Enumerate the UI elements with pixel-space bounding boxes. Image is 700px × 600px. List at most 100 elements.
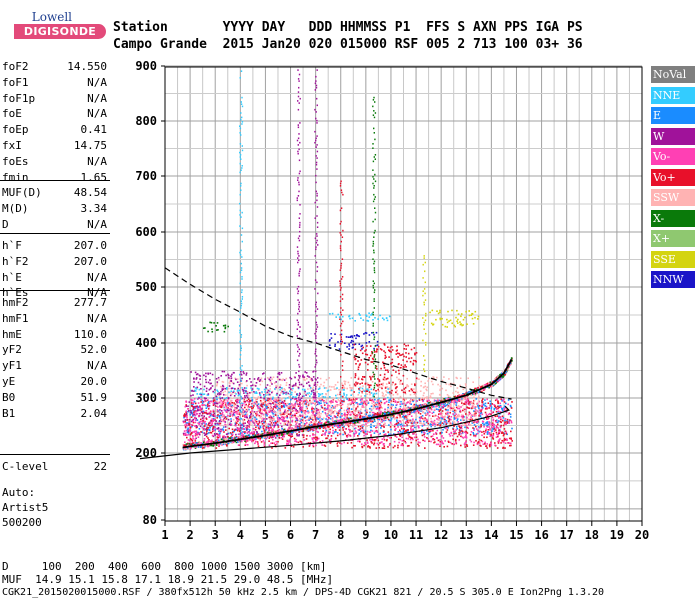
echo-point xyxy=(388,399,390,401)
echo-point xyxy=(511,427,513,430)
echo-point xyxy=(312,444,314,447)
echo-point xyxy=(506,433,508,436)
echo-point xyxy=(483,425,485,428)
echo-point xyxy=(264,409,266,412)
echo-point xyxy=(327,435,329,437)
echo-point xyxy=(346,408,349,410)
echo-point xyxy=(224,421,227,423)
echo-point xyxy=(257,377,260,379)
echo-point xyxy=(267,425,270,428)
echo-point xyxy=(481,431,483,433)
echo-point xyxy=(233,430,235,433)
echo-point xyxy=(374,317,376,319)
echo-point xyxy=(415,425,417,427)
echo-point xyxy=(255,402,258,405)
echo-point xyxy=(346,442,349,444)
echo-point xyxy=(405,442,407,444)
echo-point xyxy=(247,409,249,411)
echo-point xyxy=(450,431,452,434)
echo-point xyxy=(361,398,363,401)
echo-point xyxy=(185,401,188,403)
echo-point xyxy=(284,423,287,425)
echo-point xyxy=(293,407,296,410)
echo-point xyxy=(431,435,434,437)
echo-point xyxy=(402,399,405,402)
echo-point xyxy=(421,415,424,417)
echo-point xyxy=(282,412,284,415)
echo-point xyxy=(279,412,281,415)
echo-point xyxy=(331,406,334,409)
echo-point xyxy=(216,416,218,419)
echo-point xyxy=(367,442,369,444)
echo-point xyxy=(277,378,279,380)
echo-point xyxy=(435,405,437,408)
echo-point xyxy=(506,421,508,423)
echo-point xyxy=(323,381,326,384)
echo-point xyxy=(448,415,450,418)
echo-point xyxy=(228,423,231,426)
echo-point xyxy=(344,383,346,386)
echo-point xyxy=(430,435,433,438)
echo-point xyxy=(447,427,449,429)
echo-point xyxy=(207,393,210,395)
echo-point xyxy=(248,426,251,429)
echo-point xyxy=(332,399,334,402)
echo-point xyxy=(303,389,306,392)
echo-point xyxy=(259,393,261,396)
echo-point xyxy=(251,440,253,443)
echo-point xyxy=(233,402,235,404)
echo-point xyxy=(410,420,413,422)
echo-point xyxy=(309,378,312,381)
echo-point xyxy=(280,390,283,392)
echo-point xyxy=(192,431,194,433)
echo-point xyxy=(466,406,468,409)
echo-point xyxy=(471,414,473,416)
echo-point xyxy=(242,413,244,415)
echo-point xyxy=(274,388,276,390)
echo-point xyxy=(473,424,476,426)
echo-point xyxy=(190,410,193,412)
echo-point xyxy=(214,388,216,391)
echo-point xyxy=(412,359,415,362)
echo-point xyxy=(409,421,411,424)
echo-point xyxy=(439,439,441,441)
echo-point xyxy=(482,443,485,445)
echo-point xyxy=(359,386,362,389)
echo-point xyxy=(266,413,269,415)
echo-point xyxy=(283,423,285,426)
echo-point xyxy=(224,387,226,390)
echo-point xyxy=(272,376,275,379)
echo-point xyxy=(505,431,508,434)
echo-point xyxy=(303,376,305,378)
echo-point xyxy=(387,418,390,421)
echo-point xyxy=(261,401,264,404)
echo-point xyxy=(342,426,344,429)
echo-point xyxy=(383,426,385,428)
echo-point xyxy=(449,407,452,410)
echo-point xyxy=(412,400,414,403)
echo-point xyxy=(269,398,271,400)
echo-point xyxy=(237,429,239,432)
echo-point xyxy=(459,384,461,387)
echo-point xyxy=(269,420,271,423)
echo-point xyxy=(418,426,420,428)
echo-point xyxy=(221,404,223,406)
echo-point xyxy=(415,391,418,393)
echo-point xyxy=(221,388,224,390)
echo-point xyxy=(234,388,236,390)
echo-point xyxy=(379,423,381,425)
echo-point xyxy=(425,418,428,421)
echo-point xyxy=(368,341,371,343)
echo-point xyxy=(270,430,273,432)
echo-point xyxy=(376,385,379,387)
echo-point xyxy=(334,345,336,347)
echo-point xyxy=(259,426,262,429)
trace-point xyxy=(205,441,208,444)
echo-point xyxy=(225,443,228,446)
echo-point xyxy=(488,421,491,424)
echo-point xyxy=(229,414,232,416)
echo-point xyxy=(376,383,378,386)
echo-point xyxy=(383,344,386,346)
echo-point xyxy=(235,399,238,401)
echo-point xyxy=(476,403,478,406)
